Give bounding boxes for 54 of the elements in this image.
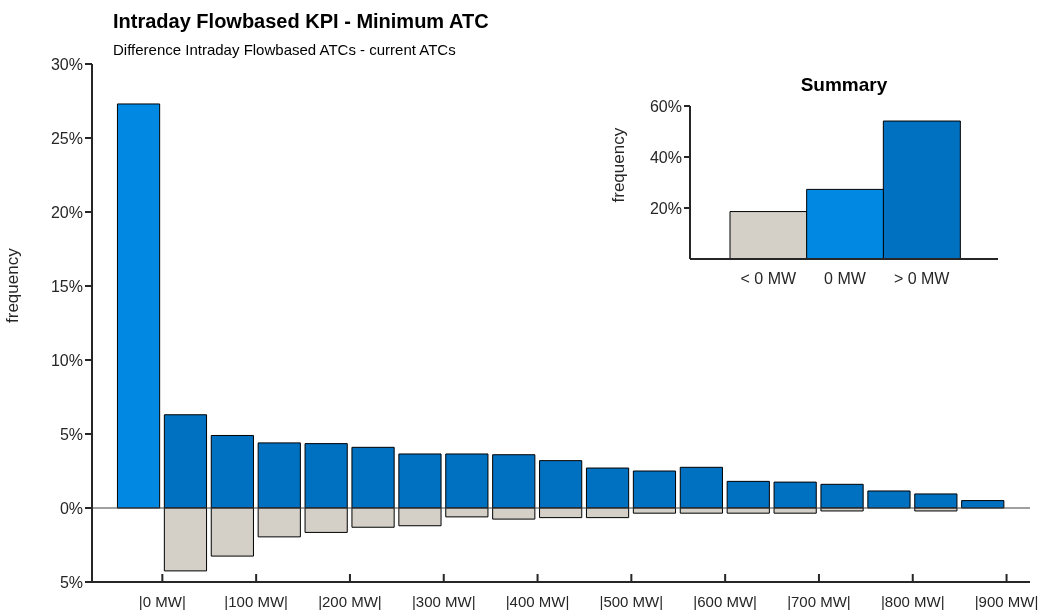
bar bbox=[773, 481, 817, 509]
y-tick-label: 20% bbox=[649, 199, 682, 217]
bar bbox=[398, 507, 442, 527]
x-tick-label: |100 MW| bbox=[224, 592, 288, 610]
bar bbox=[867, 490, 911, 509]
y-tick-label: 40% bbox=[649, 148, 682, 166]
x-tick-label: |400 MW| bbox=[505, 592, 570, 610]
bar bbox=[539, 460, 583, 509]
y-tick-label: 15% bbox=[50, 277, 83, 295]
bar bbox=[492, 507, 536, 520]
bar bbox=[585, 467, 630, 509]
y-axis-title: frequency bbox=[609, 127, 629, 203]
x-tick-label: < 0 MW bbox=[740, 270, 798, 288]
x-tick-label: |600 MW| bbox=[693, 592, 757, 610]
x-tick-label: |900 MW| bbox=[974, 592, 1039, 610]
bar bbox=[820, 483, 864, 509]
x-tick-label: |800 MW| bbox=[880, 592, 945, 610]
bar bbox=[726, 480, 770, 509]
bar bbox=[163, 507, 208, 572]
y-tick-label: 25% bbox=[50, 129, 83, 147]
bar bbox=[914, 493, 958, 509]
y-axis-title: frequency bbox=[3, 247, 23, 323]
bar bbox=[257, 507, 301, 538]
bar bbox=[163, 414, 208, 509]
x-tick-label: > 0 MW bbox=[893, 270, 951, 288]
x-tick-label: |0 MW| bbox=[138, 592, 186, 610]
y-tick-label: 10% bbox=[50, 351, 83, 369]
x-tick-label: 0 MW bbox=[824, 270, 867, 288]
bar bbox=[679, 466, 723, 509]
bar bbox=[210, 434, 254, 509]
y-tick-label: 60% bbox=[649, 97, 682, 115]
bar bbox=[304, 507, 348, 533]
bar bbox=[116, 103, 161, 509]
bar bbox=[210, 507, 254, 557]
bar bbox=[398, 453, 442, 509]
chart-title: Summary bbox=[799, 74, 889, 96]
x-tick-label: |500 MW| bbox=[599, 592, 664, 610]
y-tick-label: 20% bbox=[50, 203, 83, 221]
x-tick-label: |700 MW| bbox=[787, 592, 851, 610]
bar bbox=[351, 507, 395, 528]
chart-title: Intraday Flowbased KPI - Minimum ATC bbox=[113, 10, 489, 33]
y-tick-label: 30% bbox=[50, 55, 83, 73]
bar bbox=[351, 446, 395, 509]
bar bbox=[492, 454, 536, 509]
bar bbox=[445, 453, 489, 509]
bar bbox=[632, 470, 677, 509]
chart-subtitle: Difference Intraday Flowbased ATCs - current ATCs bbox=[113, 41, 456, 58]
y-tick-label: 5% bbox=[59, 573, 83, 591]
x-tick-label: |300 MW| bbox=[411, 592, 476, 610]
y-tick-label: 5% bbox=[59, 425, 83, 443]
bar bbox=[257, 442, 301, 509]
x-tick-label: |200 MW| bbox=[318, 592, 382, 610]
bar bbox=[304, 443, 348, 509]
y-tick-label: 0% bbox=[59, 499, 83, 517]
